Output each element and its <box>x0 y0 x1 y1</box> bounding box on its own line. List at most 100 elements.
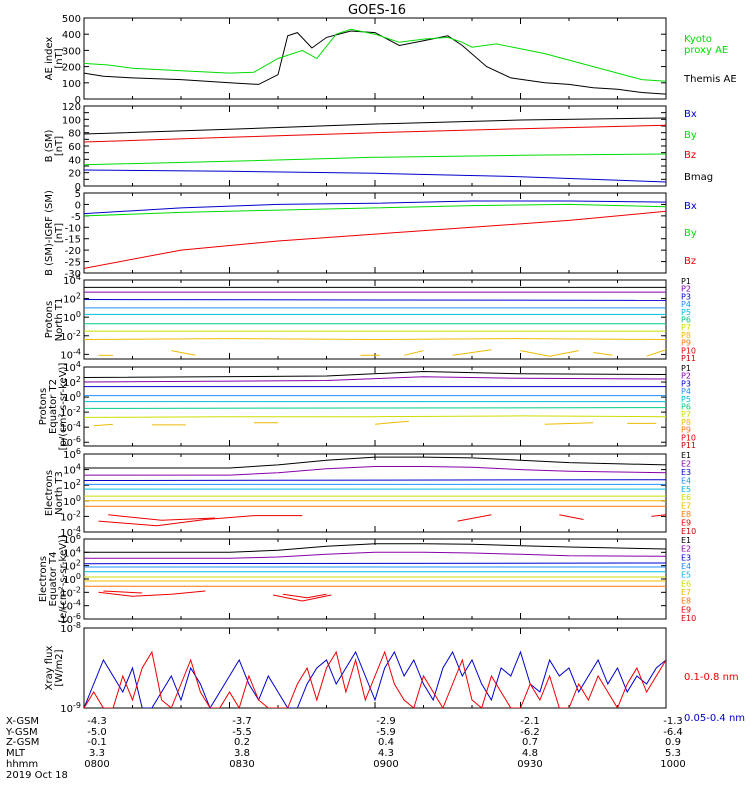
y-axis-label: [nT] <box>54 223 65 243</box>
footer-row-label: Z-GSM <box>6 737 39 748</box>
y-axis-label: Protons <box>44 301 55 338</box>
legend-entry: E6 <box>681 579 691 588</box>
series-group <box>84 543 666 602</box>
legend-entry: Bz <box>684 150 696 161</box>
series-fragment <box>108 514 216 521</box>
legend-entry: E9 <box>681 605 691 614</box>
y-tick-label: 10-8 <box>60 621 81 635</box>
series-fragment <box>452 349 492 356</box>
series-p2 <box>84 376 666 383</box>
footer-value: 0930 <box>517 759 542 770</box>
footer-value: 3.8 <box>234 748 250 759</box>
y-axis-label: Electrons <box>44 470 55 516</box>
y-axis-label: Equator T4 <box>48 552 59 607</box>
panel-frame <box>83 627 667 709</box>
legend-entry: P1 <box>681 277 691 286</box>
legend-entry: P1 <box>681 364 691 373</box>
y-axis-label: Protons <box>38 388 49 425</box>
legend-entry: E5 <box>681 485 691 494</box>
footer-value: -2.9 <box>376 716 396 727</box>
footer-value: -0.1 <box>87 737 107 748</box>
series-fragment <box>646 349 666 357</box>
panel-b: 0 20 40 60 80 100 120 B (SM) [nT] Bx By Bz Bmag <box>44 102 713 193</box>
legend-entry: By <box>684 130 697 141</box>
footer-value: 0900 <box>373 759 398 770</box>
series-p8 <box>84 338 666 341</box>
footer-value: -2.1 <box>520 716 540 727</box>
legend-entry: 0.1-0.8 nm <box>684 672 739 683</box>
series-e3 <box>84 479 666 481</box>
y-tick-label: -15 <box>65 235 81 246</box>
series-fragment <box>171 350 196 356</box>
footer-value: -1.3 <box>663 716 683 727</box>
y-tick-label: 104 <box>63 273 81 287</box>
legend-entry: P3 <box>681 292 691 301</box>
series-bx <box>84 169 666 183</box>
series-fragment <box>403 350 424 356</box>
legend-entry: P5 <box>681 395 691 404</box>
series-fragment <box>93 423 114 427</box>
y-tick-label: 80 <box>68 129 81 140</box>
legend-entry: P9 <box>681 339 691 348</box>
series-bx <box>84 200 666 215</box>
legend-entry: E3 <box>681 468 691 477</box>
time-axis-footer: X-GSM -4.3 -3.7 -2.9 -2.1 -1.3 Y-GSM -5.0 -5.5 -5… <box>5 716 686 781</box>
footer-value: 5.3 <box>665 748 681 759</box>
y-axis-label: [nT] <box>54 48 65 68</box>
legend-entry: E8 <box>681 597 691 606</box>
legend-entry: proxy AE <box>684 45 728 56</box>
footer-value: -5.9 <box>376 727 396 738</box>
footer-row-label: X-GSM <box>6 716 39 727</box>
series-e2 <box>84 466 666 476</box>
legend-entry: E10 <box>681 527 696 536</box>
series-fragment <box>272 594 332 602</box>
series-fragment <box>98 590 206 597</box>
series-fragment <box>593 352 613 356</box>
legend-entry: E8 <box>681 510 691 519</box>
series-group <box>84 650 666 708</box>
legend-entry: E1 <box>681 451 691 460</box>
y-tick-label: 100 <box>62 79 81 90</box>
y-tick-label: 5 <box>75 189 81 200</box>
series-kyoto-proxy-ae <box>84 28 666 82</box>
y-axis-label: AE index <box>44 37 55 81</box>
series-e1 <box>84 456 666 469</box>
legend-entry: P8 <box>681 331 691 340</box>
y-tick-label: 102 <box>63 292 81 306</box>
series-fragment <box>282 593 327 599</box>
series-bz <box>84 210 666 269</box>
series-fragment <box>103 590 143 594</box>
y-tick-label: 60 <box>68 142 81 153</box>
y-tick-label: 100 <box>62 115 81 126</box>
series-p7 <box>84 415 666 418</box>
legend-entry: E3 <box>681 553 691 562</box>
footer-value: 4.3 <box>378 748 394 759</box>
legend-entry: E7 <box>681 588 691 597</box>
series-e3 <box>84 562 666 565</box>
y-tick-label: 40 <box>68 155 81 166</box>
series-group <box>84 117 666 183</box>
footer-value: 0.2 <box>234 737 250 748</box>
legend-entry: P10 <box>681 433 696 442</box>
footer-value: 1000 <box>660 759 685 770</box>
footer-value: -4.3 <box>87 716 107 727</box>
y-tick-label: 200 <box>62 63 81 74</box>
y-axis-label: [p/(cm²-s-sr-keV)] <box>58 363 69 451</box>
y-tick-label: -10 <box>65 223 81 234</box>
series-group <box>84 456 666 527</box>
series-bz <box>84 124 666 143</box>
legend-entry: P2 <box>681 372 691 381</box>
series-fragment <box>559 514 584 520</box>
legend-entry: P4 <box>681 300 691 309</box>
legend-entry: Bmag <box>684 172 713 183</box>
series-group <box>84 286 666 357</box>
plot-title: GOES-16 <box>348 3 406 18</box>
footer-value: 4.8 <box>522 748 538 759</box>
panel-xray: 10-9 10-8 Xray flux [W/m2] 0.1-0.8 nm 0.05-0.… <box>44 621 745 724</box>
series-themis-ae <box>84 30 666 95</box>
y-tick-label: 0 <box>75 200 81 211</box>
legend-entry: P11 <box>681 441 696 450</box>
